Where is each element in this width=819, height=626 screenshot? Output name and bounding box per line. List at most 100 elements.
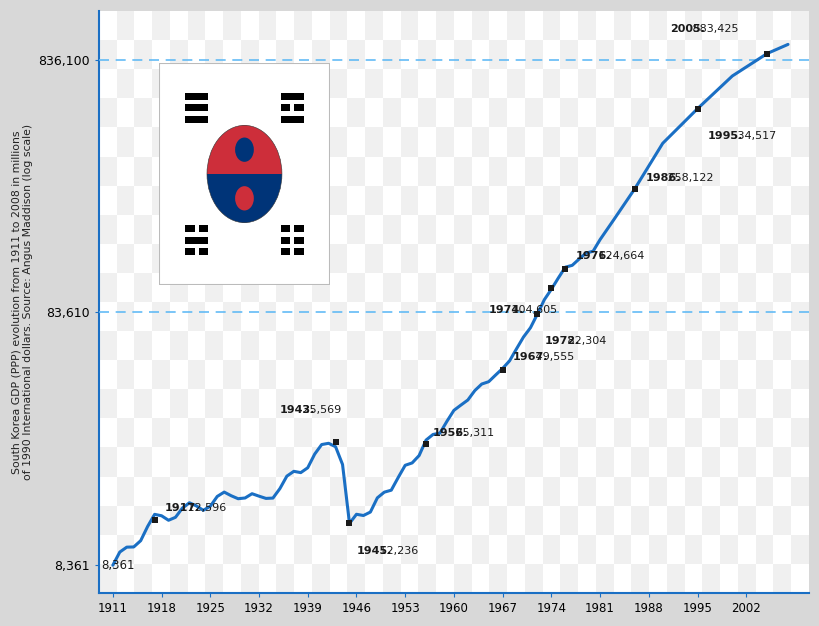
Bar [542,11,559,40]
Bar [170,564,188,593]
Bar [206,156,223,186]
Bar [524,128,542,156]
Bar [188,186,206,215]
Bar [418,11,436,40]
Bar [524,156,542,186]
Bar [790,448,808,476]
Bar [329,156,347,186]
Bar [666,331,684,360]
Bar [241,11,258,40]
Bar [559,40,577,69]
Bar [116,128,134,156]
Bar [329,360,347,389]
Bar [559,506,577,535]
Bar [294,476,311,506]
Bar [364,389,382,418]
Bar [382,360,400,389]
Bar [294,244,311,273]
Bar [382,418,400,448]
Bar [188,564,206,593]
Bar [364,448,382,476]
Bar [347,98,364,128]
Bar [436,331,454,360]
Bar [170,506,188,535]
Bar [311,98,329,128]
Bar [542,215,559,244]
Bar [772,331,790,360]
Bar [258,360,276,389]
Bar [116,506,134,535]
Bar [631,389,649,418]
Bar [631,98,649,128]
Bar [294,156,311,186]
Bar [737,331,755,360]
Bar [489,448,506,476]
Bar [595,360,613,389]
Bar [649,418,666,448]
Bar [170,186,188,215]
Bar [418,128,436,156]
Bar [152,98,170,128]
Bar [400,476,418,506]
Bar [613,331,631,360]
Bar [258,11,276,40]
Bar [454,40,471,69]
Bar [329,215,347,244]
Bar [152,360,170,389]
Bar [294,506,311,535]
Bar [506,476,524,506]
Bar [737,11,755,40]
Bar [772,448,790,476]
Bar [631,360,649,389]
Bar [329,535,347,564]
Bar [276,128,294,156]
Bar [382,40,400,69]
Bar [631,69,649,98]
Bar [649,11,666,40]
Bar [666,448,684,476]
Bar [382,476,400,506]
Bar [506,302,524,331]
Bar [489,564,506,593]
Bar [223,331,241,360]
Bar [666,69,684,98]
Bar [684,69,702,98]
Bar [418,273,436,302]
Bar [116,69,134,98]
Bar [737,244,755,273]
Bar [329,448,347,476]
Bar [400,40,418,69]
Bar [471,186,489,215]
Bar [170,360,188,389]
Bar [613,156,631,186]
Bar [471,535,489,564]
Bar [684,331,702,360]
Bar [772,273,790,302]
Bar [134,302,152,331]
Bar [134,506,152,535]
Bar [418,331,436,360]
Bar [755,273,772,302]
Bar [666,128,684,156]
Bar [772,244,790,273]
Bar [666,360,684,389]
Bar [188,128,206,156]
Bar [649,476,666,506]
Bar [188,506,206,535]
Bar [152,564,170,593]
Bar [152,11,170,40]
Bar [613,69,631,98]
Bar [188,215,206,244]
Bar [188,11,206,40]
Bar [542,186,559,215]
Bar [116,476,134,506]
Bar [631,273,649,302]
Bar [702,331,719,360]
Bar [99,11,116,40]
Bar [276,535,294,564]
Bar [577,128,595,156]
Bar [364,11,382,40]
Bar [276,244,294,273]
Bar [489,476,506,506]
Bar [436,360,454,389]
